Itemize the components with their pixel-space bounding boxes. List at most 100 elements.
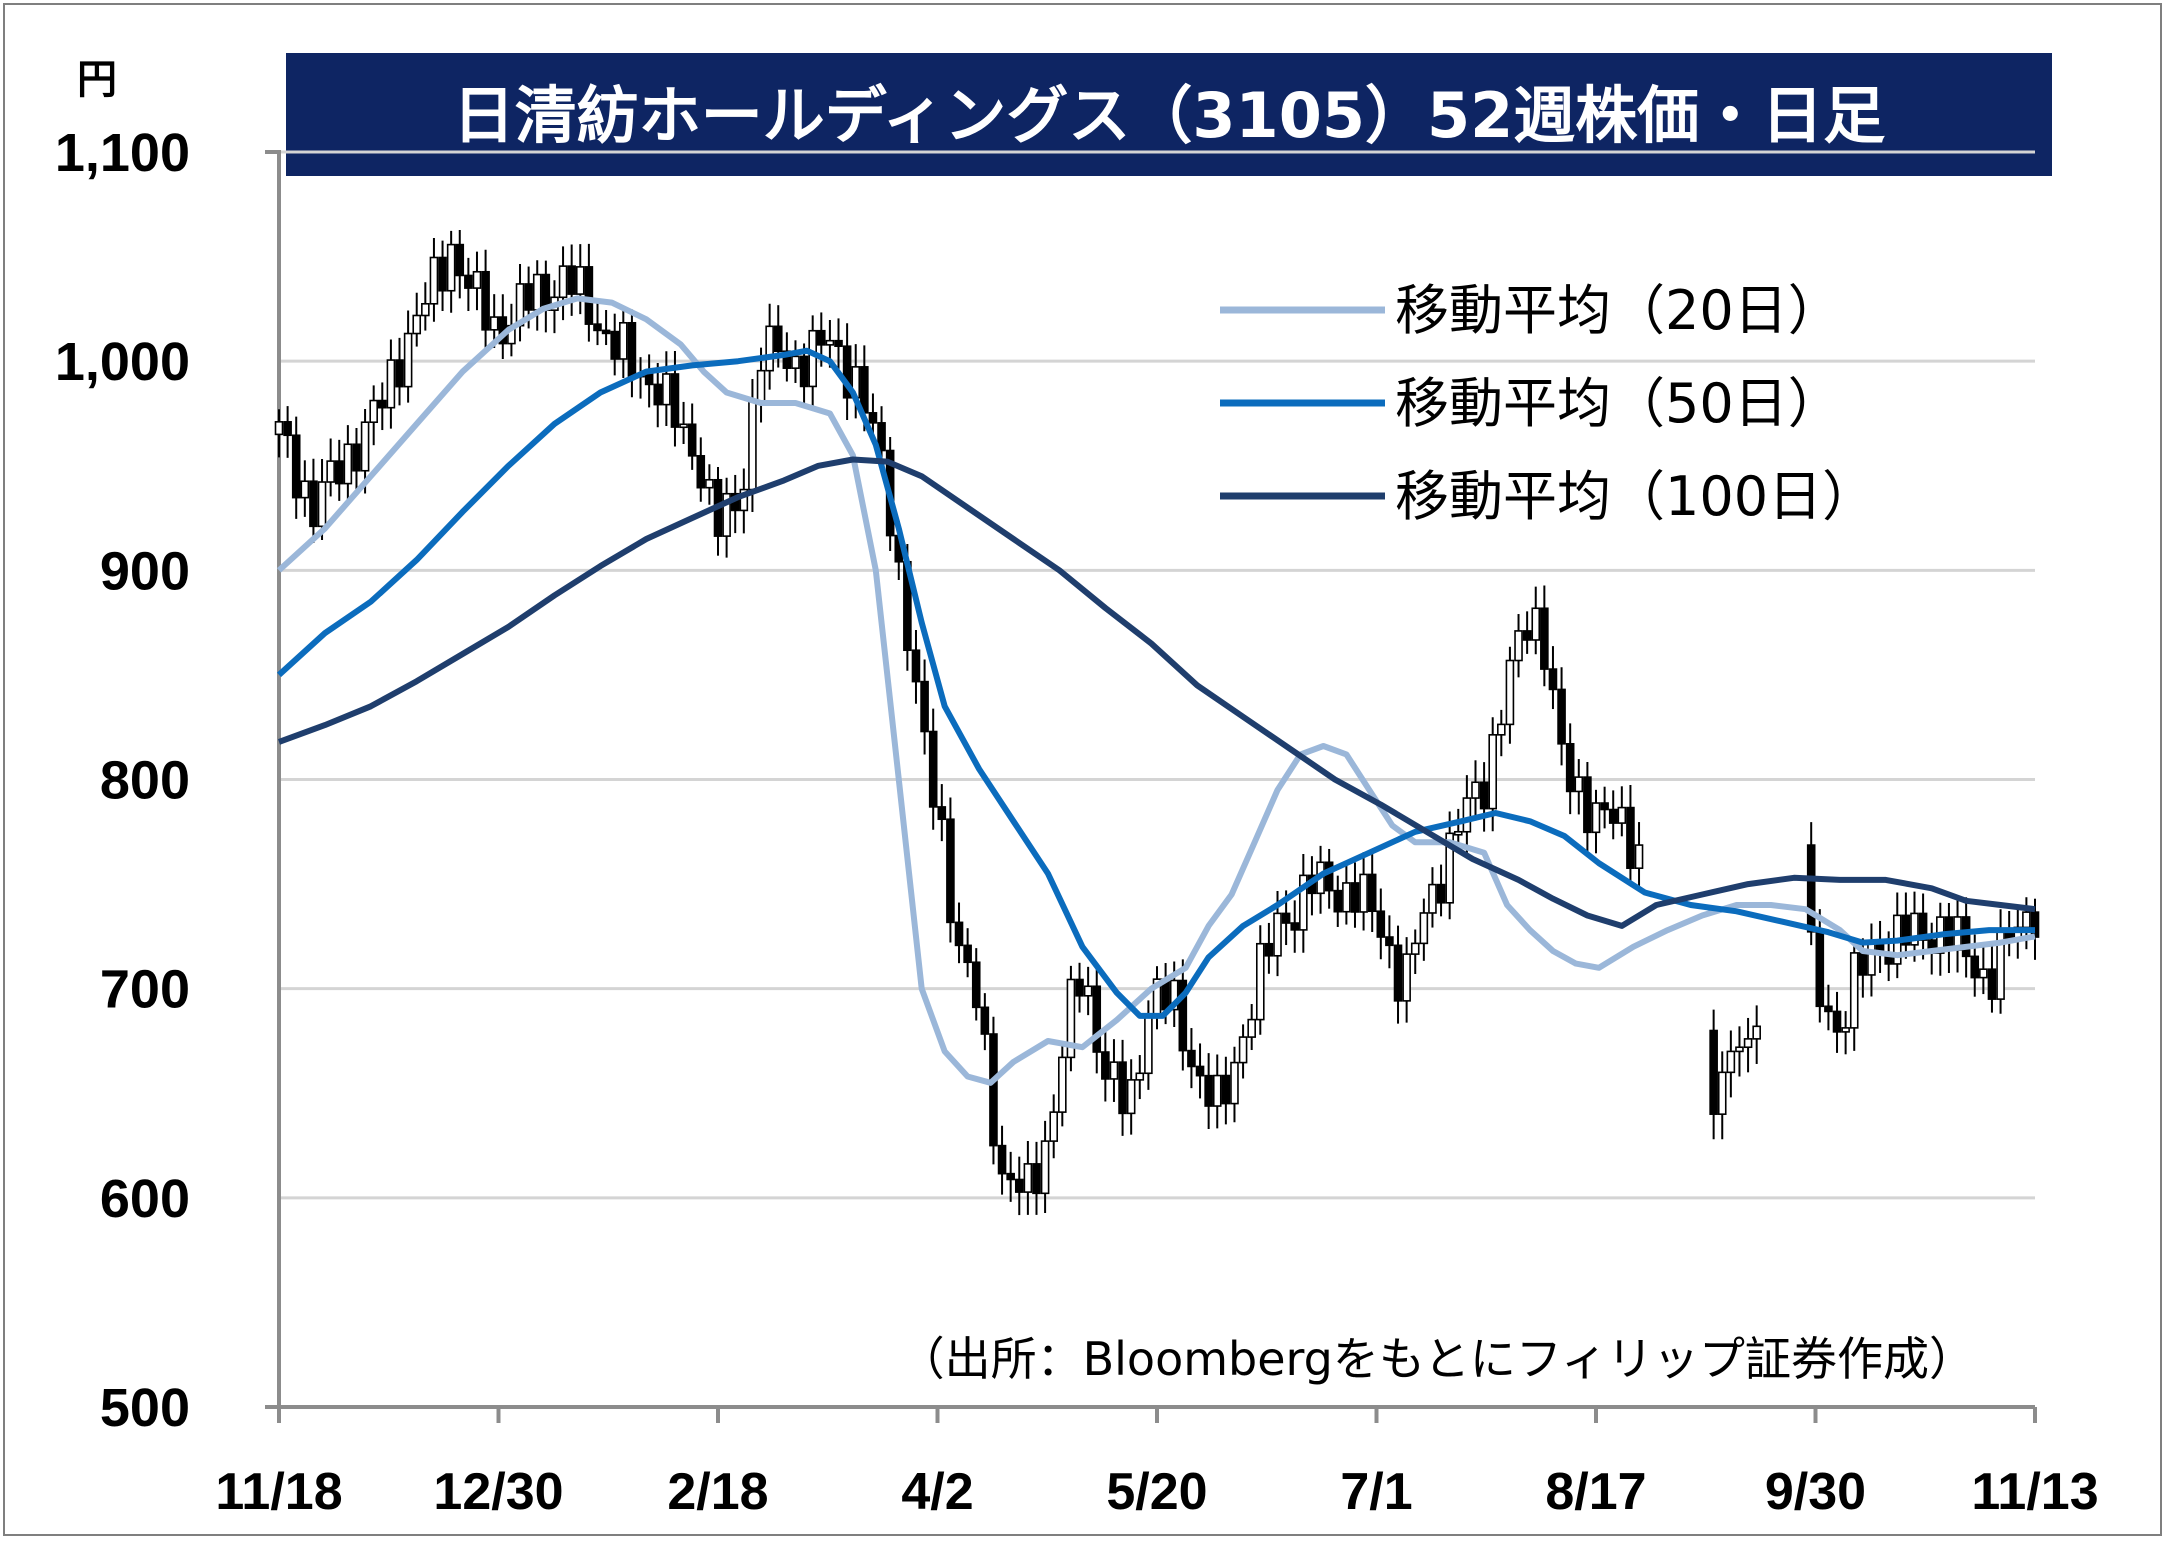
candle [1471, 760, 1480, 821]
x-tick-label: 4/2 [901, 1463, 973, 1521]
candle [481, 249, 490, 351]
y-tick-label: 500 [100, 1378, 190, 1438]
candle [1230, 1046, 1239, 1123]
candle [937, 784, 947, 842]
candle [1290, 900, 1300, 953]
candle [1875, 920, 1885, 973]
legend-label: 移動平均（50日） [1395, 372, 1842, 435]
x-tick-label: 2/18 [667, 1463, 768, 1521]
candle [1195, 1043, 1205, 1099]
candle [403, 310, 413, 403]
candle [2013, 909, 2023, 959]
candle [971, 948, 981, 1021]
candle [1126, 1059, 1136, 1135]
candle [1367, 851, 1377, 932]
candle [1591, 789, 1601, 854]
candle [532, 260, 542, 331]
candle [997, 1125, 1007, 1195]
candle [765, 303, 774, 390]
candle [300, 460, 310, 517]
candle [928, 708, 938, 830]
candle [1333, 875, 1343, 927]
x-tick-label: 7/1 [1340, 1463, 1412, 1521]
candle [1204, 1053, 1213, 1130]
candle [980, 993, 990, 1051]
candle [593, 302, 602, 346]
y-tick-label: 800 [100, 751, 190, 811]
candle [730, 474, 740, 534]
candle [455, 230, 465, 299]
candle [1540, 585, 1549, 687]
candle [1849, 939, 1859, 1051]
candle [377, 382, 387, 431]
y-tick-label: 900 [100, 541, 190, 601]
candle [911, 629, 921, 704]
candle [1462, 775, 1472, 853]
candle [1410, 929, 1420, 975]
candle [713, 467, 723, 556]
candle [1212, 1054, 1222, 1129]
candle [446, 230, 456, 313]
candle [1376, 888, 1386, 960]
candle [834, 318, 843, 370]
candle [1726, 1030, 1736, 1098]
candle [653, 363, 663, 428]
candle [395, 337, 404, 406]
candle [541, 260, 551, 333]
candle [472, 251, 482, 311]
legend: 移動平均（20日） 移動平均（50日） 移動平均（100日） [1220, 279, 1876, 528]
candle [989, 1016, 998, 1165]
candle [1109, 1039, 1119, 1102]
candle [1806, 822, 1816, 946]
candle [1752, 1005, 1761, 1064]
x-tick-label: 9/30 [1765, 1463, 1866, 1521]
candle [283, 406, 292, 458]
candle [1058, 1042, 1067, 1127]
candle [1118, 1039, 1127, 1136]
candle [963, 928, 972, 978]
candle [1634, 822, 1644, 886]
candle [954, 902, 964, 964]
y-tick-label: 600 [100, 1169, 190, 1229]
candle [1961, 897, 1971, 978]
candle [1393, 925, 1403, 1024]
candle [386, 339, 396, 429]
candle [842, 323, 852, 420]
candle [1238, 1024, 1248, 1079]
candle [946, 797, 955, 943]
candle [498, 294, 508, 359]
candle [1735, 1026, 1744, 1077]
candle [1359, 852, 1368, 931]
candle [421, 282, 430, 331]
candle [274, 409, 284, 458]
candle [1049, 1094, 1059, 1159]
y-tick-label: 700 [100, 960, 190, 1020]
candle [1892, 892, 1902, 979]
candle [791, 340, 800, 383]
candle [1006, 1151, 1015, 1202]
candle [1066, 965, 1076, 1072]
x-tick-label: 11/13 [1971, 1463, 2098, 1521]
candle [464, 257, 473, 312]
candle [1083, 966, 1093, 1016]
series-layer [274, 230, 2040, 1216]
candle [1040, 1120, 1050, 1214]
candle [1608, 790, 1618, 840]
candle [1709, 1009, 1718, 1140]
x-tick-label: 12/30 [433, 1463, 563, 1521]
candle [1565, 723, 1575, 815]
candle [687, 403, 697, 470]
x-tick-label: 11/18 [215, 1463, 342, 1521]
candle [1419, 898, 1429, 961]
candle [1135, 1055, 1145, 1100]
candle [1987, 946, 1997, 1013]
candle [412, 292, 422, 347]
candle [2004, 910, 2014, 957]
chart-frame: 日清紡ホールディングス（3105）52週株価・日足 円 500 600 700 800… [3, 3, 2162, 1536]
candle [352, 427, 361, 493]
series-line-ma3 [277, 456, 2036, 929]
candle [1910, 891, 1919, 962]
candle [601, 310, 611, 346]
candle [1101, 1029, 1110, 1102]
candle [739, 468, 749, 534]
